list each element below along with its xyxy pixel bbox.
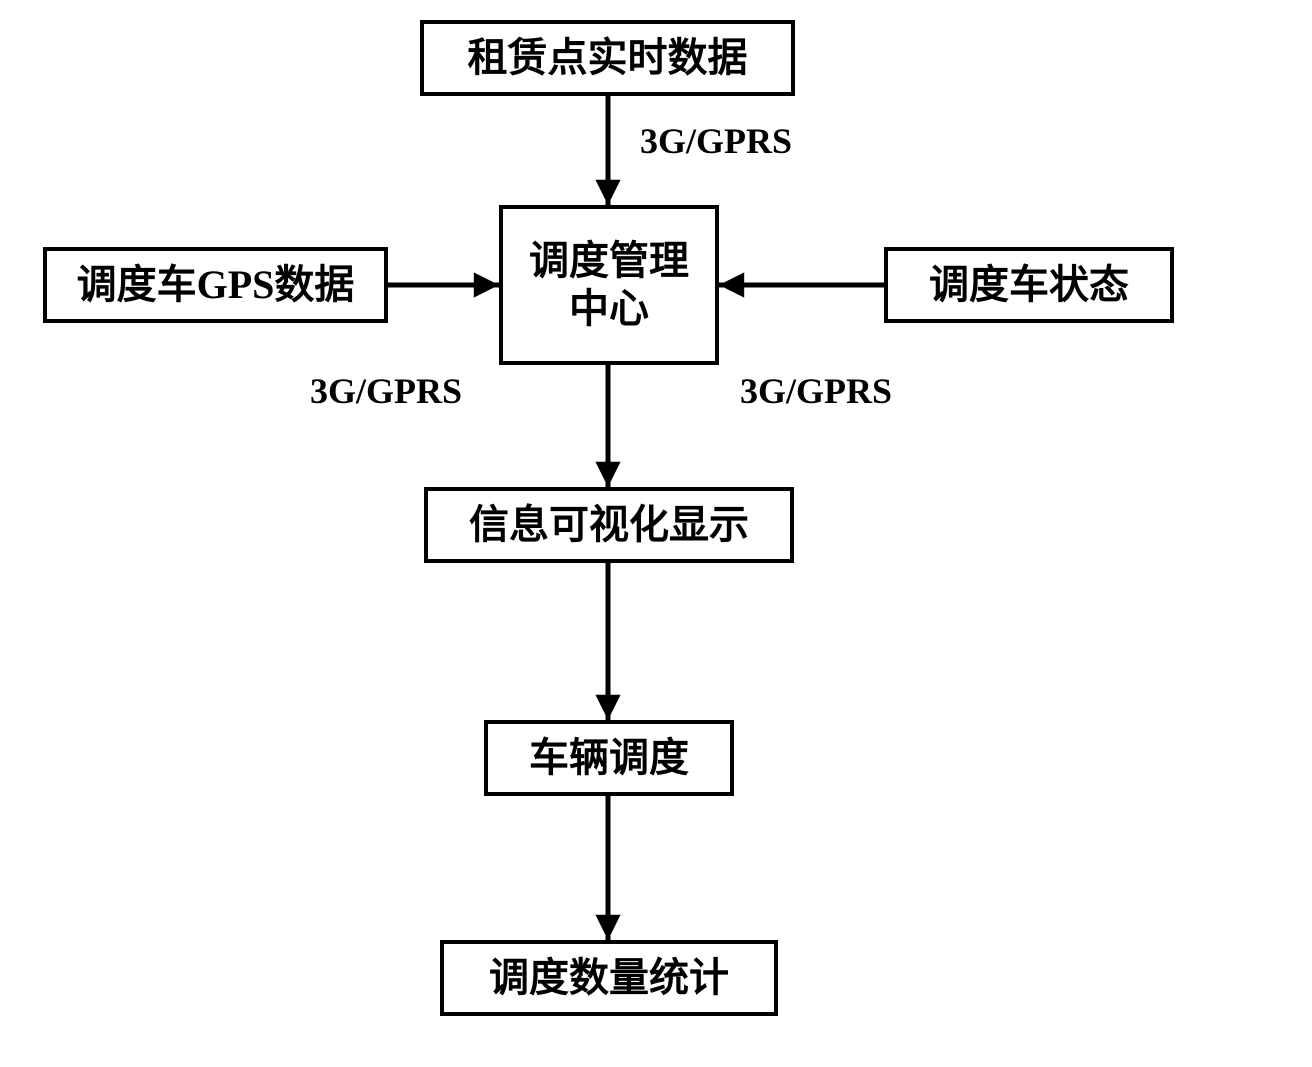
- node-label: 信息可视化显示: [469, 501, 749, 549]
- node-label: 调度车GPS数据: [77, 261, 355, 309]
- node-center: 调度管理 中心: [499, 205, 719, 365]
- node-gps-data: 调度车GPS数据: [43, 247, 388, 323]
- node-label: 调度数量统计: [489, 954, 729, 1002]
- node-statistics: 调度数量统计: [440, 940, 778, 1016]
- node-label: 调度管理 中心: [529, 237, 689, 333]
- edge-label: 3G/GPRS: [640, 120, 792, 162]
- node-scheduling: 车辆调度: [484, 720, 734, 796]
- node-rental-data: 租赁点实时数据: [420, 20, 795, 96]
- node-vehicle-status: 调度车状态: [884, 247, 1174, 323]
- node-label: 车辆调度: [529, 734, 689, 782]
- node-label: 调度车状态: [929, 261, 1129, 309]
- edge-label: 3G/GPRS: [310, 370, 462, 412]
- edge-label: 3G/GPRS: [740, 370, 892, 412]
- node-visualization: 信息可视化显示: [424, 487, 794, 563]
- node-label: 租赁点实时数据: [468, 34, 748, 82]
